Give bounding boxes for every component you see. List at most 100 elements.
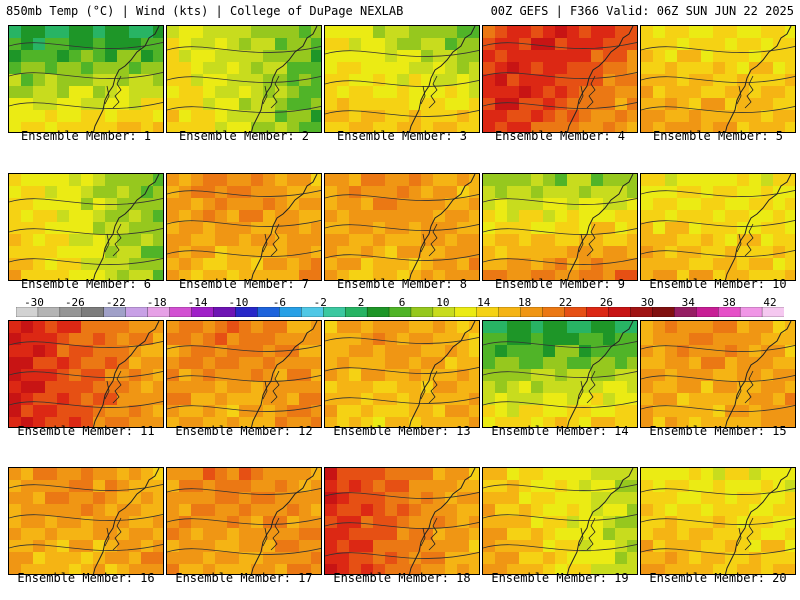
temperature-cell bbox=[287, 110, 300, 123]
temperature-cell bbox=[603, 516, 616, 529]
temperature-cell bbox=[469, 417, 479, 427]
temperature-cell bbox=[421, 186, 434, 199]
temperature-cell bbox=[81, 50, 94, 63]
temperature-cell bbox=[385, 198, 398, 211]
temperature-cell bbox=[519, 122, 532, 132]
temperature-cell bbox=[45, 504, 58, 517]
temperature-cell bbox=[373, 122, 386, 132]
temperature-cell bbox=[203, 528, 216, 541]
temperature-cell bbox=[117, 98, 130, 111]
temperature-cell bbox=[689, 480, 702, 493]
temperature-cell bbox=[713, 528, 726, 541]
temperature-cell bbox=[433, 393, 446, 406]
temperature-cell bbox=[275, 38, 288, 51]
temperature-cell bbox=[215, 98, 228, 111]
temperature-cell bbox=[591, 38, 604, 51]
temperature-cell bbox=[591, 504, 604, 517]
temperature-cell bbox=[409, 222, 422, 235]
temperature-cell bbox=[69, 357, 82, 370]
temperature-cell bbox=[153, 504, 163, 517]
temperature-cell bbox=[543, 62, 556, 75]
temperature-cell bbox=[665, 504, 678, 517]
temperature-cell bbox=[129, 540, 142, 553]
temperature-cell bbox=[627, 516, 637, 529]
temperature-cell bbox=[761, 357, 774, 370]
temperature-cell bbox=[483, 552, 496, 565]
temperature-cell bbox=[153, 528, 163, 541]
temperature-cell bbox=[555, 98, 568, 111]
temperature-cell bbox=[9, 174, 22, 187]
temperature-cell bbox=[665, 186, 678, 199]
height-contour bbox=[167, 46, 321, 53]
temperature-cell bbox=[785, 186, 795, 199]
temperature-cell bbox=[483, 74, 496, 87]
temperature-cell bbox=[445, 122, 458, 132]
temperature-cell bbox=[239, 198, 252, 211]
temperature-cell bbox=[287, 50, 300, 63]
temperature-cell bbox=[785, 417, 795, 427]
temperature-cell bbox=[773, 234, 786, 247]
temperature-cell bbox=[105, 222, 118, 235]
temperature-cell bbox=[45, 38, 58, 51]
temperature-cell bbox=[725, 357, 738, 370]
temperature-cell bbox=[397, 110, 410, 123]
temperature-cell bbox=[215, 516, 228, 529]
temperature-cell bbox=[627, 110, 637, 123]
temperature-cell bbox=[361, 333, 374, 346]
temperature-cell bbox=[129, 492, 142, 505]
temperature-cell bbox=[81, 345, 94, 358]
temperature-cell bbox=[203, 122, 216, 132]
temperature-cell bbox=[93, 468, 106, 481]
temperature-cell bbox=[287, 98, 300, 111]
temperature-cell bbox=[337, 528, 350, 541]
temperature-cell bbox=[81, 504, 94, 517]
temperature-cell bbox=[33, 504, 46, 517]
height-contour bbox=[325, 522, 479, 529]
temperature-cell bbox=[9, 417, 22, 427]
temperature-cell bbox=[603, 74, 616, 87]
temperature-cell bbox=[81, 393, 94, 406]
temperature-cell bbox=[677, 381, 690, 394]
temperature-cell bbox=[483, 26, 496, 39]
temperature-cell bbox=[179, 270, 192, 280]
temperature-cell bbox=[531, 198, 544, 211]
temperature-cell bbox=[519, 198, 532, 211]
temperature-cell bbox=[69, 110, 82, 123]
temperature-cell bbox=[737, 417, 750, 427]
temperature-cell bbox=[239, 504, 252, 517]
temperature-cell bbox=[141, 98, 154, 111]
temperature-cell bbox=[725, 417, 738, 427]
temperature-cell bbox=[591, 357, 604, 370]
temperature-cell bbox=[591, 492, 604, 505]
temperature-cell bbox=[519, 270, 532, 280]
temperature-cell bbox=[141, 186, 154, 199]
temperature-cell bbox=[373, 234, 386, 247]
temperature-cell bbox=[263, 198, 276, 211]
temperature-cell bbox=[689, 357, 702, 370]
temperature-cell bbox=[21, 528, 34, 541]
temperature-cell bbox=[191, 480, 204, 493]
temperature-cell bbox=[469, 258, 479, 271]
temperature-cell bbox=[483, 357, 496, 370]
temperature-cell bbox=[179, 246, 192, 259]
temperature-cell bbox=[251, 564, 264, 574]
temperature-cell bbox=[263, 74, 276, 87]
temperature-cell bbox=[785, 270, 795, 280]
temperature-cell bbox=[33, 234, 46, 247]
temperature-cell bbox=[397, 345, 410, 358]
temperature-cell bbox=[21, 50, 34, 63]
temperature-cell bbox=[93, 321, 106, 334]
temperature-cell bbox=[227, 564, 240, 574]
coastline bbox=[408, 468, 476, 574]
temperature-cell bbox=[191, 357, 204, 370]
temperature-cell bbox=[773, 468, 786, 481]
temperature-cell bbox=[349, 345, 362, 358]
temperature-cell bbox=[349, 468, 362, 481]
temperature-cell bbox=[641, 258, 654, 271]
temperature-cell bbox=[215, 381, 228, 394]
temperature-cell bbox=[457, 393, 470, 406]
temperature-cell bbox=[129, 369, 142, 382]
temperature-cell bbox=[761, 270, 774, 280]
temperature-cell bbox=[555, 552, 568, 565]
temperature-cell bbox=[519, 417, 532, 427]
